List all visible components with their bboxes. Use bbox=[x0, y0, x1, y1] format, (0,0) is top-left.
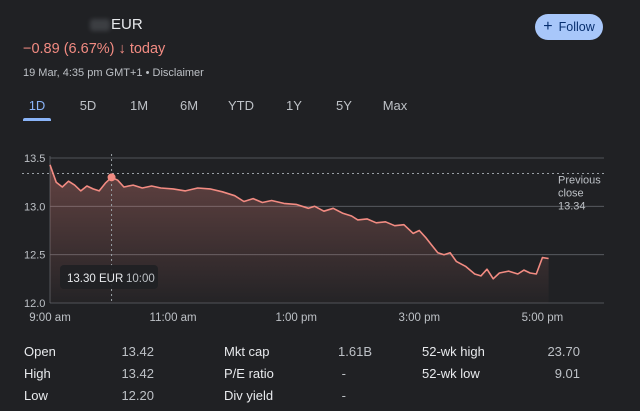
x-tick-label: 9:00 am bbox=[29, 312, 71, 324]
stat-52wk-high-label: 52-wk high bbox=[422, 344, 485, 359]
plus-icon: + bbox=[543, 18, 553, 35]
stat-52wk-low-label: 52-wk low bbox=[422, 366, 480, 381]
stat-low-label: Low bbox=[24, 388, 48, 403]
follow-button[interactable]: + Follow bbox=[535, 14, 603, 40]
stat-52wk-low-value: 9.01 bbox=[554, 366, 580, 381]
redacted-price bbox=[90, 19, 110, 32]
x-tick-label: 3:00 pm bbox=[399, 312, 441, 324]
price-area-fill bbox=[50, 164, 549, 303]
stat-open-label: Open bbox=[24, 344, 56, 359]
y-tick-label: 13.0 bbox=[24, 201, 45, 213]
y-tick-label: 13.5 bbox=[24, 153, 45, 165]
active-tab-indicator bbox=[23, 118, 51, 121]
y-tick-label: 12.0 bbox=[24, 298, 45, 310]
stat-low-value: 12.20 bbox=[121, 388, 154, 403]
tab-1d[interactable]: 1D bbox=[28, 98, 46, 113]
hover-point bbox=[107, 173, 116, 182]
change-value: −0.89 (6.67%) bbox=[23, 41, 115, 57]
stat-pe-value: - bbox=[341, 366, 346, 381]
tab-1m[interactable]: 1M bbox=[129, 98, 149, 113]
previous-close-value: 13.34 bbox=[558, 200, 586, 212]
tab-5y[interactable]: 5Y bbox=[336, 98, 352, 113]
tab-6m[interactable]: 6M bbox=[179, 98, 199, 113]
price-row: EUR bbox=[90, 16, 143, 33]
separator: • bbox=[142, 67, 153, 79]
stat-div-label: Div yield bbox=[224, 388, 274, 403]
disclaimer-link[interactable]: Disclaimer bbox=[152, 67, 204, 79]
tab-1y[interactable]: 1Y bbox=[286, 98, 302, 113]
x-tick-label: 11:00 am bbox=[150, 312, 197, 324]
tooltip-price: 13.30 EUR bbox=[67, 273, 123, 285]
y-tick-label: 12.5 bbox=[24, 250, 45, 262]
previous-close-label: close bbox=[558, 187, 584, 199]
tab-max[interactable]: Max bbox=[382, 98, 408, 113]
tab-ytd[interactable]: YTD bbox=[228, 98, 254, 113]
stat-mktcap-value: 1.61B bbox=[338, 344, 372, 359]
price-change: −0.89 (6.67%) ↓ today bbox=[23, 41, 165, 57]
stat-high-value: 13.42 bbox=[121, 366, 154, 381]
stat-div-value: - bbox=[341, 388, 346, 403]
stat-52wk-high-value: 23.70 bbox=[547, 344, 580, 359]
tab-5d[interactable]: 5D bbox=[79, 98, 97, 113]
stat-high-label: High bbox=[24, 366, 51, 381]
currency-label: EUR bbox=[111, 16, 143, 33]
stat-open-value: 13.42 bbox=[121, 344, 154, 359]
timestamp-row: 19 Mar, 4:35 pm GMT+1 • Disclaimer bbox=[23, 67, 204, 79]
follow-label: Follow bbox=[558, 20, 595, 34]
stat-mktcap-label: Mkt cap bbox=[224, 344, 270, 359]
x-tick-label: 1:00 pm bbox=[275, 312, 317, 324]
tooltip-time: 10:00 bbox=[126, 273, 155, 285]
change-period: today bbox=[129, 41, 166, 57]
stat-pe-label: P/E ratio bbox=[224, 366, 274, 381]
previous-close-label: Previous bbox=[558, 174, 601, 186]
down-arrow-icon: ↓ bbox=[118, 41, 126, 57]
x-tick-label: 5:00 pm bbox=[522, 312, 564, 324]
timestamp: 19 Mar, 4:35 pm GMT+1 bbox=[23, 67, 143, 79]
tooltip-box bbox=[60, 265, 158, 289]
